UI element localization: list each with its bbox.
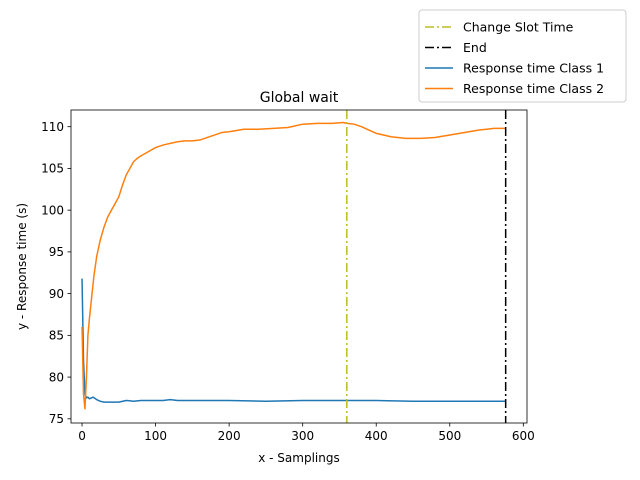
legend-box — [418, 9, 627, 103]
y-tick-label: 90 — [49, 287, 64, 301]
y-tick-label: 100 — [41, 203, 64, 217]
axes-frame — [70, 109, 528, 424]
series-line-class-1 — [81, 278, 506, 403]
y-tick-label: 105 — [41, 162, 64, 176]
y-tick-label: 110 — [41, 120, 64, 134]
y-tick-label: 75 — [49, 412, 64, 426]
x-tick-label: 600 — [512, 429, 535, 443]
series-line-class-2 — [81, 121, 506, 410]
x-tick-label: 400 — [365, 429, 388, 443]
legend-entry-end-label: End — [463, 40, 487, 55]
legend-entry-change-slot-time-label: Change Slot Time — [463, 20, 574, 35]
axes: 0 100 200 300 400 500 600 75 80 85 90 95 100 105 110 — [41, 109, 535, 443]
legend-entry-class-2-label: Response time Class 2 — [463, 81, 604, 96]
chart-title: Global wait — [260, 90, 339, 106]
x-tick-label: 200 — [218, 429, 241, 443]
plot-area — [81, 110, 507, 423]
legend-entry-class-1-label: Response time Class 1 — [463, 61, 604, 76]
x-tick-label: 300 — [291, 429, 314, 443]
x-tick-label: 500 — [438, 429, 461, 443]
legend: Change Slot Time End Response time Class 1… — [418, 9, 627, 103]
y-tick-label: 85 — [49, 329, 64, 343]
x-tick-label: 100 — [144, 429, 167, 443]
y-tick-label: 95 — [49, 245, 64, 259]
x-axis-label: x - Samplings — [258, 451, 339, 465]
x-tick-label: 0 — [78, 429, 86, 443]
y-tick-label: 80 — [49, 370, 64, 384]
y-axis-label: y - Response time (s) — [15, 203, 29, 330]
